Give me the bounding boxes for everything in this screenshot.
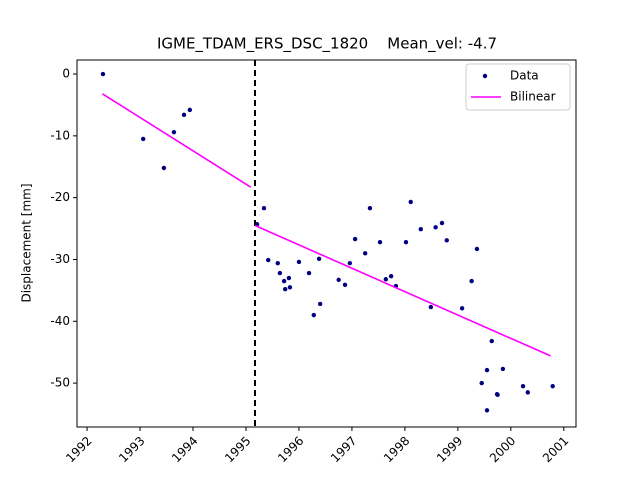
data-point (479, 380, 484, 386)
data-point (352, 236, 358, 242)
data-point (444, 238, 449, 243)
data-point (187, 107, 193, 113)
y-tick-label: 0 (62, 67, 70, 81)
data-point (282, 286, 288, 292)
y-tick-label: -30 (50, 252, 70, 266)
data-point (342, 282, 348, 288)
legend-box (465, 63, 571, 111)
data-point (403, 239, 409, 245)
data-point (275, 260, 280, 266)
data-point (141, 136, 146, 142)
data-point (316, 256, 322, 262)
data-point (484, 367, 490, 373)
line-segment (254, 224, 551, 357)
y-tick-label: -40 (50, 314, 70, 328)
data-point (459, 306, 465, 311)
data-point (495, 392, 500, 398)
data-point (277, 270, 283, 276)
legend-label: Data (510, 69, 539, 83)
data-point (287, 285, 293, 290)
data-point (500, 366, 506, 372)
data-point (266, 257, 271, 263)
y-tick-label: -50 (50, 376, 70, 390)
data-point (161, 165, 167, 171)
data-point (286, 275, 292, 281)
data-point (550, 384, 555, 389)
data-point (418, 226, 423, 232)
data-point (281, 278, 287, 284)
y-tick-label: -10 (50, 128, 70, 142)
data-point (433, 225, 438, 230)
y-axis-label: Displacement [mm] (20, 183, 34, 302)
data-point (100, 71, 106, 77)
legend-marker (482, 73, 488, 79)
data-point (474, 246, 480, 252)
data-point (377, 239, 383, 245)
data-point (469, 278, 474, 284)
data-point (362, 251, 368, 256)
chart-title: IGME_TDAM_ERS_DSC_1820 Mean_vel: -4.7 (157, 35, 497, 54)
data-point (336, 277, 341, 283)
data-point (428, 304, 434, 310)
line-segment (102, 93, 252, 188)
data-point (181, 112, 187, 118)
legend-label: Bilinear (510, 90, 556, 104)
data-point (520, 384, 526, 389)
y-tick-label: -20 (50, 190, 70, 204)
data-point (296, 259, 302, 265)
data-point (489, 338, 494, 344)
data-point (347, 260, 353, 266)
data-point (383, 277, 389, 282)
data-point (171, 129, 177, 135)
data-point (525, 390, 530, 395)
data-point (317, 301, 323, 307)
data-point (439, 220, 445, 226)
data-point (484, 408, 490, 413)
data-point (408, 199, 413, 205)
axes-frame (76, 59, 577, 428)
data-point (311, 312, 316, 318)
data-point (388, 273, 394, 279)
data-point (367, 205, 373, 211)
data-point (306, 270, 312, 276)
data-point (261, 205, 267, 211)
